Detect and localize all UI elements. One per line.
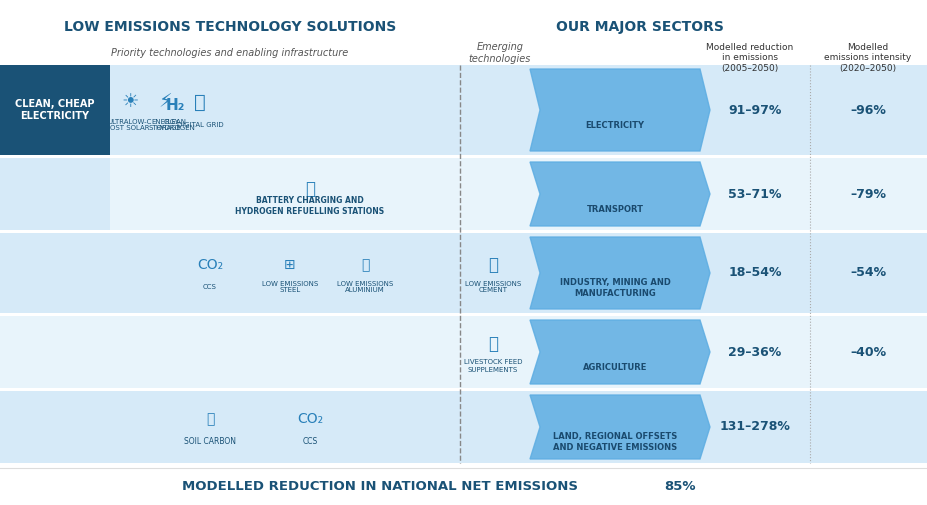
Text: 18–54%: 18–54% — [729, 267, 781, 279]
Bar — [0, 391, 110, 463]
Text: –54%: –54% — [850, 267, 886, 279]
Text: MODELLED REDUCTION IN NATIONAL NET EMISSIONS: MODELLED REDUCTION IN NATIONAL NET EMISS… — [182, 480, 578, 492]
Bar — [0, 65, 110, 155]
Polygon shape — [530, 162, 710, 226]
Text: LOW EMISSIONS
CEMENT: LOW EMISSIONS CEMENT — [464, 280, 521, 293]
Bar — [0, 316, 927, 388]
Text: Emerging
technologies: Emerging technologies — [469, 42, 531, 64]
Bar — [0, 316, 110, 388]
Text: 🌱: 🌱 — [206, 412, 214, 426]
Bar — [0, 158, 927, 230]
Text: CO₂: CO₂ — [197, 258, 223, 272]
Text: 53–71%: 53–71% — [729, 187, 781, 200]
Text: CO₂: CO₂ — [297, 412, 324, 426]
Text: ⚡: ⚡ — [159, 92, 171, 112]
Text: DIGITAL GRID: DIGITAL GRID — [177, 122, 223, 128]
Bar — [0, 158, 110, 230]
Text: LAND, REGIONAL OFFSETS
AND NEGATIVE EMISSIONS: LAND, REGIONAL OFFSETS AND NEGATIVE EMIS… — [552, 432, 677, 451]
Text: Priority technologies and enabling infrastructure: Priority technologies and enabling infra… — [111, 48, 349, 58]
Text: ENERGY
STORAGE: ENERGY STORAGE — [148, 119, 182, 131]
Text: 🏗: 🏗 — [488, 256, 498, 274]
Bar — [0, 233, 110, 313]
Text: –96%: –96% — [850, 104, 886, 117]
Text: INDUSTRY, MINING AND
MANUFACTURING: INDUSTRY, MINING AND MANUFACTURING — [560, 278, 670, 298]
Text: –79%: –79% — [850, 187, 886, 200]
Text: ☀: ☀ — [121, 92, 139, 112]
Bar — [0, 391, 927, 463]
Text: 🌿: 🌿 — [488, 335, 498, 353]
Text: LOW EMISSIONS
ALUMINIUM: LOW EMISSIONS ALUMINIUM — [337, 280, 393, 293]
Text: ELECTRICITY: ELECTRICITY — [586, 121, 644, 129]
Text: –40%: –40% — [850, 345, 886, 359]
Text: SOIL CARBON: SOIL CARBON — [184, 436, 236, 445]
Text: LOW EMISSIONS
STEEL: LOW EMISSIONS STEEL — [261, 280, 318, 293]
Text: CLEAN, CHEAP
ELECTRICITY: CLEAN, CHEAP ELECTRICITY — [15, 99, 95, 121]
Text: CLEAN
HYDROGEN: CLEAN HYDROGEN — [155, 119, 195, 131]
Text: Modelled
emissions intensity
(2020–2050): Modelled emissions intensity (2020–2050) — [824, 43, 911, 73]
Polygon shape — [530, 69, 710, 151]
Text: 🔋: 🔋 — [305, 180, 315, 198]
Text: ULTRALOW-C
OST SOLAR: ULTRALOW-C OST SOLAR — [108, 119, 152, 131]
Text: 29–36%: 29–36% — [729, 345, 781, 359]
Text: 🌐: 🌐 — [194, 92, 206, 112]
Text: CCS: CCS — [203, 284, 217, 290]
Bar — [0, 233, 927, 313]
Text: 131–278%: 131–278% — [719, 421, 791, 433]
Text: H₂: H₂ — [165, 97, 184, 113]
Text: TRANSPORT: TRANSPORT — [587, 205, 643, 214]
Text: AGRICULTURE: AGRICULTURE — [583, 363, 647, 372]
Text: BATTERY CHARGING AND
HYDROGEN REFUELLING STATIONS: BATTERY CHARGING AND HYDROGEN REFUELLING… — [235, 196, 385, 216]
Text: 🔩: 🔩 — [361, 258, 369, 272]
Text: 91–97%: 91–97% — [729, 104, 781, 117]
Text: LOW EMISSIONS TECHNOLOGY SOLUTIONS: LOW EMISSIONS TECHNOLOGY SOLUTIONS — [64, 20, 396, 34]
Text: CCS: CCS — [302, 436, 318, 445]
Polygon shape — [530, 237, 710, 309]
Text: Modelled reduction
in emissions
(2005–2050): Modelled reduction in emissions (2005–20… — [706, 43, 794, 73]
Text: ⊞: ⊞ — [285, 258, 296, 272]
Bar — [0, 65, 927, 155]
Text: OUR MAJOR SECTORS: OUR MAJOR SECTORS — [556, 20, 724, 34]
Text: LIVESTOCK FEED
SUPPLEMENTS: LIVESTOCK FEED SUPPLEMENTS — [464, 360, 522, 373]
Polygon shape — [530, 395, 710, 459]
Polygon shape — [530, 320, 710, 384]
Text: 85%: 85% — [665, 480, 696, 492]
